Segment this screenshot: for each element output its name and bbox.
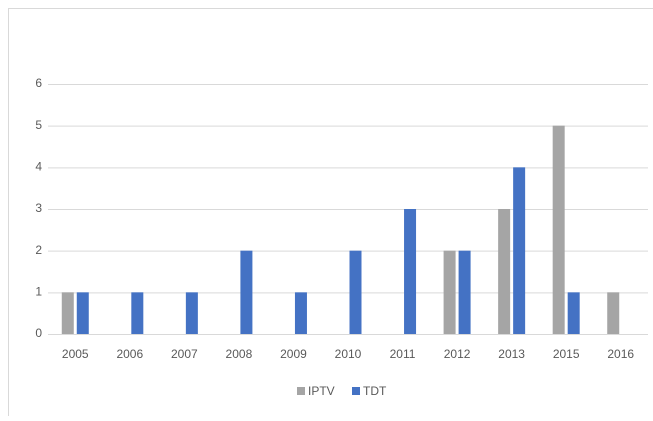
x-tick-label: 2015 [553,347,580,361]
y-tick-label: 0 [35,326,42,340]
bar [607,292,619,334]
legend-label: IPTV [308,384,335,398]
bar [498,209,510,334]
bar [553,126,565,334]
bar [240,251,252,334]
bar [459,251,471,334]
bar [513,167,525,334]
bar [62,292,74,334]
bar [131,292,143,334]
x-tick-label: 2007 [171,347,198,361]
bar [350,251,362,334]
x-tick-label: 2005 [62,347,89,361]
x-tick-label: 2012 [444,347,471,361]
x-tick-label: 2008 [226,347,253,361]
bar [404,209,416,334]
x-tick-label: 2016 [607,347,634,361]
legend-swatch [352,387,360,395]
y-tick-label: 5 [35,118,42,132]
legend-label: TDT [363,384,387,398]
x-tick-label: 2009 [280,347,307,361]
y-tick-label: 6 [35,76,42,90]
x-tick-label: 2006 [116,347,143,361]
x-tick-label: 2013 [498,347,525,361]
x-tick-label: 2011 [390,347,416,361]
legend-swatch [297,387,305,395]
y-tick-label: 2 [35,243,42,257]
bar [444,251,456,334]
x-tick-label: 2010 [335,347,362,361]
bar [186,292,198,334]
y-tick-label: 4 [35,160,42,174]
bar [295,292,307,334]
bar [568,292,580,334]
bar [77,292,89,334]
y-tick-label: 3 [35,201,42,215]
y-tick-label: 1 [35,285,42,299]
